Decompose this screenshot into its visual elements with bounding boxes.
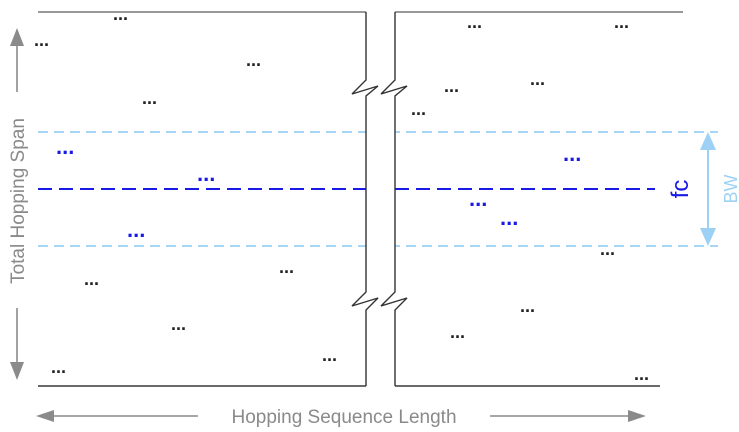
in-band-hop-marker: ... [500,205,518,230]
hop-marker: ... [142,88,157,108]
x-axis-label: Hopping Sequence Length [231,407,456,428]
bw-arrow [700,132,716,246]
bw-label: BW [721,174,739,203]
hop-marker: ... [113,4,128,24]
hop-marker: ... [450,322,465,342]
hop-marker: ... [171,314,186,334]
in-band-hop-marker: ... [563,141,581,166]
hop-marker: ... [634,364,649,384]
axis-break-icon [351,12,408,386]
hop-marker: ... [51,357,66,377]
hop-marker: ... [614,12,629,32]
in-band-hop-marker: ... [469,186,487,211]
y-axis-label: Total Hopping Span [8,118,29,284]
hop-marker: ... [467,12,482,32]
hop-marker: ... [444,76,459,96]
in-band-hop-marker: ... [197,161,215,186]
hop-marker: ... [84,269,99,289]
axis-break-mask [366,0,395,388]
hop-marker: ... [411,99,426,119]
hop-marker: ... [246,50,261,70]
in-band-hop-marker: ... [56,134,74,159]
hop-marker: ... [600,239,615,259]
y-axis-label-mask [6,92,30,308]
hop-marker: ... [322,345,337,365]
fc-label: fc [667,180,694,199]
hop-marker: ... [520,296,535,316]
x-axis-label-mask [198,403,490,429]
hop-marker: ... [279,257,294,277]
in-band-hop-marker: ... [127,217,145,242]
hop-marker: ... [34,30,49,50]
hop-marker: ... [530,69,545,89]
